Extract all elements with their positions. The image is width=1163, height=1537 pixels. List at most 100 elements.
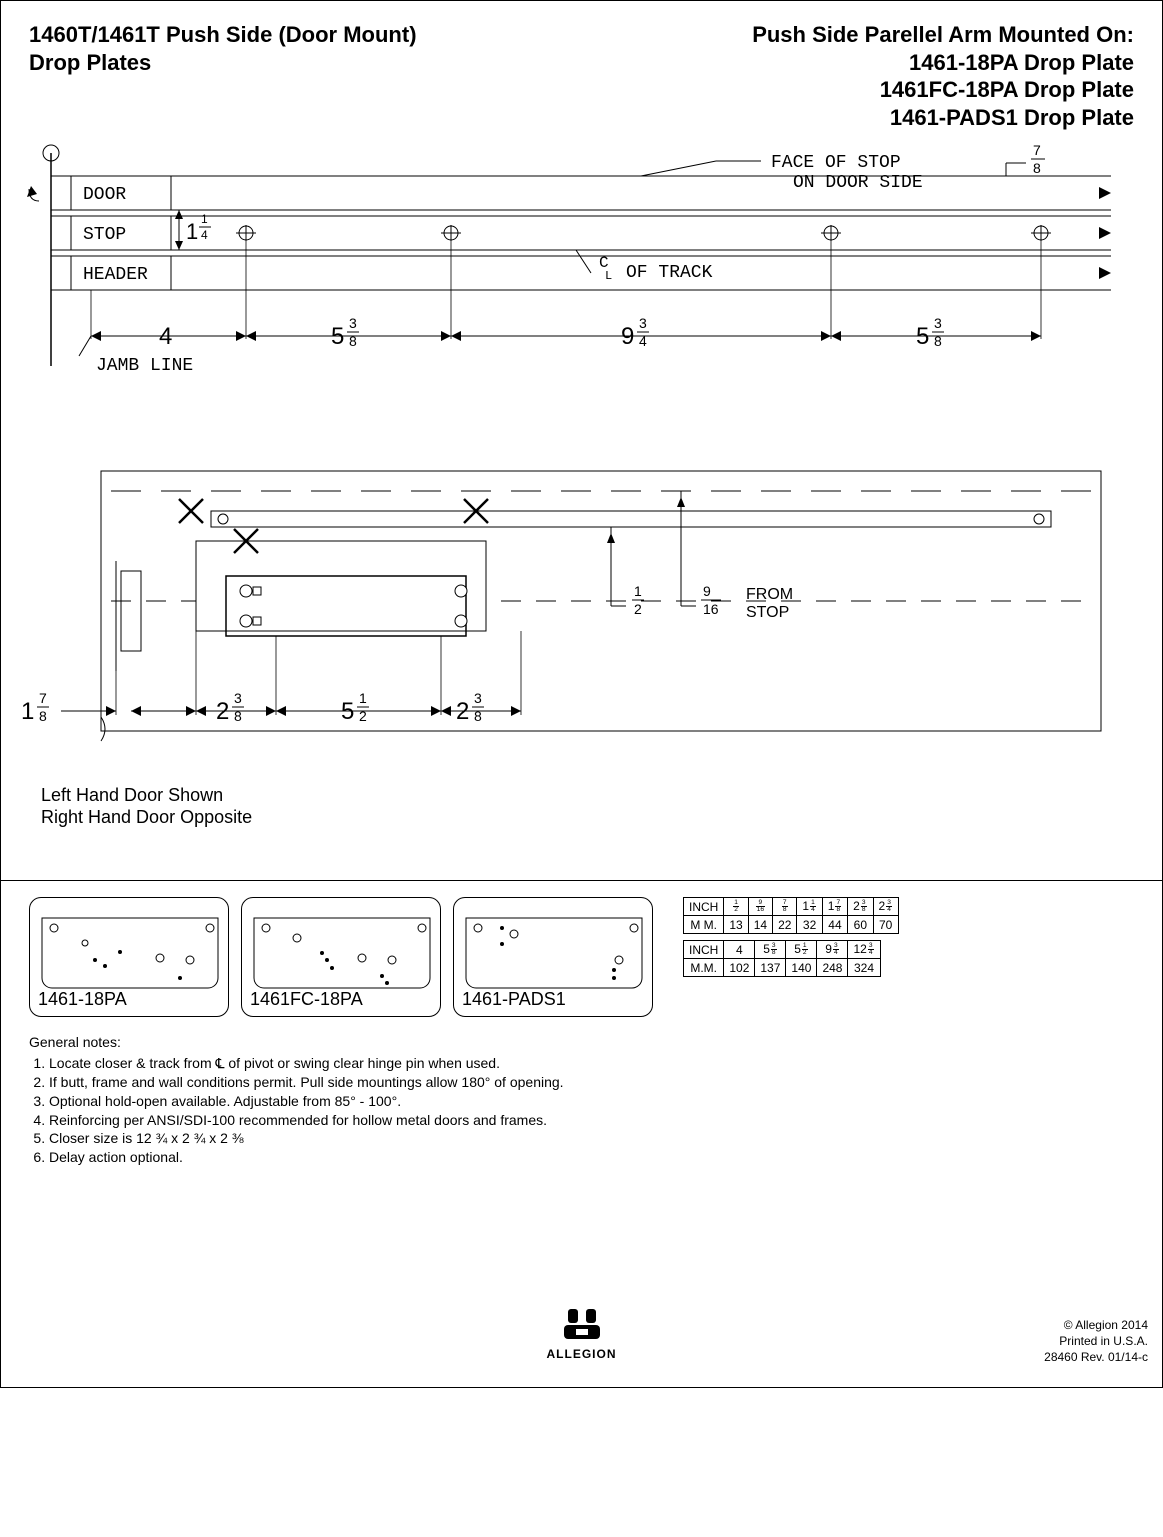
- brand-name: ALLEGION: [547, 1347, 617, 1361]
- label-from: FROM: [746, 586, 793, 603]
- t2-m3: 248: [817, 959, 848, 977]
- svg-text:9: 9: [703, 583, 711, 599]
- notes-list: Locate closer & track from ℄ of pivot or…: [29, 1054, 1134, 1167]
- t2-mm-label: M.M.: [684, 959, 724, 977]
- plate1-label: 1461-18PA: [38, 989, 127, 1010]
- diagram-svg: DOOR STOP HEADER 1 1 4: [1, 141, 1163, 881]
- svg-text:2: 2: [359, 708, 367, 724]
- note-3: Optional hold-open available. Adjustable…: [49, 1092, 1134, 1111]
- label-stop2: STOP: [746, 604, 789, 621]
- page-footer: ALLEGION © Allegion 2014 Printed in U.S.…: [1, 1167, 1162, 1387]
- plate-1461-pads1: 1461-PADS1: [453, 897, 653, 1017]
- dim-1-1-4-whole: 1: [186, 219, 198, 244]
- label-face-stop2: ON DOOR SIDE: [793, 173, 923, 193]
- t1-m0: 13: [724, 916, 748, 934]
- svg-text:16: 16: [703, 601, 719, 617]
- track-fasteners: [236, 225, 1051, 241]
- label-stop: STOP: [83, 225, 126, 245]
- t2-i0: 4: [724, 941, 755, 959]
- header-right-line1: Push Side Parellel Arm Mounted On:: [752, 21, 1134, 49]
- bottom-section: 1 2 9 16 FROM STOP 1: [21, 471, 1101, 741]
- svg-text:3: 3: [639, 315, 647, 331]
- t2-i4: 1234: [848, 941, 880, 959]
- t1-i0: 12: [724, 898, 748, 916]
- t2-m0: 102: [724, 959, 755, 977]
- note-1: Locate closer & track from ℄ of pivot or…: [49, 1054, 1134, 1073]
- dim-9-3-4-w: 9: [621, 323, 634, 350]
- label-door: DOOR: [83, 185, 126, 205]
- caption-l1: Left Hand Door Shown: [41, 785, 223, 805]
- svg-text:1: 1: [21, 698, 34, 725]
- svg-text:1: 1: [359, 690, 367, 706]
- page-root: 1460T/1461T Push Side (Door Mount) Drop …: [0, 0, 1163, 1388]
- t2-i3: 934: [817, 941, 848, 959]
- label-jamb: JAMB LINE: [96, 356, 193, 376]
- t2-i1: 538: [755, 941, 786, 959]
- t1-i3: 114: [797, 898, 822, 916]
- t2-m2: 140: [786, 959, 817, 977]
- copyright-block: © Allegion 2014 Printed in U.S.A. 28460 …: [1044, 1318, 1148, 1365]
- t1-m3: 32: [797, 916, 822, 934]
- note-6: Delay action optional.: [49, 1148, 1134, 1167]
- bottom-dim-row: 4 5 3 8 9: [79, 315, 1041, 376]
- svg-text:1: 1: [634, 583, 642, 599]
- svg-text:4: 4: [639, 333, 647, 349]
- copy-line2: Printed in U.S.A.: [1044, 1334, 1148, 1350]
- dim-4: 4: [159, 323, 172, 350]
- t1-m2: 22: [773, 916, 797, 934]
- caption-l2: Right Hand Door Opposite: [41, 807, 252, 827]
- dim-5-3-8-b-w: 5: [916, 323, 929, 350]
- svg-text:8: 8: [234, 708, 242, 724]
- t1-i6: 234: [873, 898, 898, 916]
- allegion-icon: [558, 1305, 606, 1345]
- plate2-label: 1461FC-18PA: [250, 989, 363, 1010]
- svg-text:2: 2: [216, 698, 229, 725]
- svg-text:3: 3: [934, 315, 942, 331]
- plates-row: 1461-18PA 1461FC-18PA: [1, 881, 1162, 1027]
- brand-logo: ALLEGION: [547, 1305, 617, 1361]
- notes-title: General notes:: [29, 1033, 1134, 1052]
- svg-text:3: 3: [234, 690, 242, 706]
- copy-line1: © Allegion 2014: [1044, 1318, 1148, 1334]
- dim-1-1-4-d: 4: [201, 228, 208, 242]
- note-2: If butt, frame and wall conditions permi…: [49, 1073, 1134, 1092]
- plate-1461-18pa: 1461-18PA: [29, 897, 229, 1017]
- header-left: 1460T/1461T Push Side (Door Mount) Drop …: [29, 21, 417, 131]
- t1-i5: 238: [848, 898, 873, 916]
- t1-inch-label: INCH: [684, 898, 724, 916]
- label-header: HEADER: [83, 265, 148, 285]
- conversion-tables: INCH 12 916 78 114 178 238 234 M M. 13 1…: [683, 897, 899, 983]
- conv-table-2: INCH 4 538 512 934 1234 M.M. 102 137 140…: [683, 940, 881, 977]
- t2-m1: 137: [755, 959, 786, 977]
- page-header: 1460T/1461T Push Side (Door Mount) Drop …: [1, 1, 1162, 141]
- dim-1-1-4-n: 1: [201, 212, 208, 226]
- label-cl-track: OF TRACK: [626, 263, 713, 283]
- header-left-line1: 1460T/1461T Push Side (Door Mount): [29, 21, 417, 49]
- general-notes: General notes: Locate closer & track fro…: [1, 1027, 1162, 1167]
- dim-7-8-d: 8: [1033, 160, 1041, 176]
- t1-i4: 178: [822, 898, 847, 916]
- svg-text:3: 3: [349, 315, 357, 331]
- header-right: Push Side Parellel Arm Mounted On: 1461-…: [752, 21, 1134, 131]
- note-4: Reinforcing per ANSI/SDI-100 recommended…: [49, 1111, 1134, 1130]
- dim-5-3-8-a-w: 5: [331, 323, 344, 350]
- t1-i2: 78: [773, 898, 797, 916]
- t2-m4: 324: [848, 959, 880, 977]
- svg-text:2: 2: [456, 698, 469, 725]
- svg-text:8: 8: [934, 333, 942, 349]
- label-face-stop1: FACE OF STOP: [771, 153, 901, 173]
- svg-text:7: 7: [39, 690, 47, 706]
- svg-text:2: 2: [634, 601, 642, 617]
- plate3-label: 1461-PADS1: [462, 989, 566, 1010]
- svg-text:8: 8: [474, 708, 482, 724]
- t1-m5: 60: [848, 916, 873, 934]
- t1-m1: 14: [748, 916, 772, 934]
- t1-m6: 70: [873, 916, 898, 934]
- t1-m4: 44: [822, 916, 847, 934]
- t2-inch-label: INCH: [684, 941, 724, 959]
- svg-text:8: 8: [39, 708, 47, 724]
- t1-i1: 916: [748, 898, 772, 916]
- diagram-area: DOOR STOP HEADER 1 1 4: [1, 141, 1162, 881]
- svg-text:3: 3: [474, 690, 482, 706]
- header-right-line4: 1461-PADS1 Drop Plate: [752, 104, 1134, 132]
